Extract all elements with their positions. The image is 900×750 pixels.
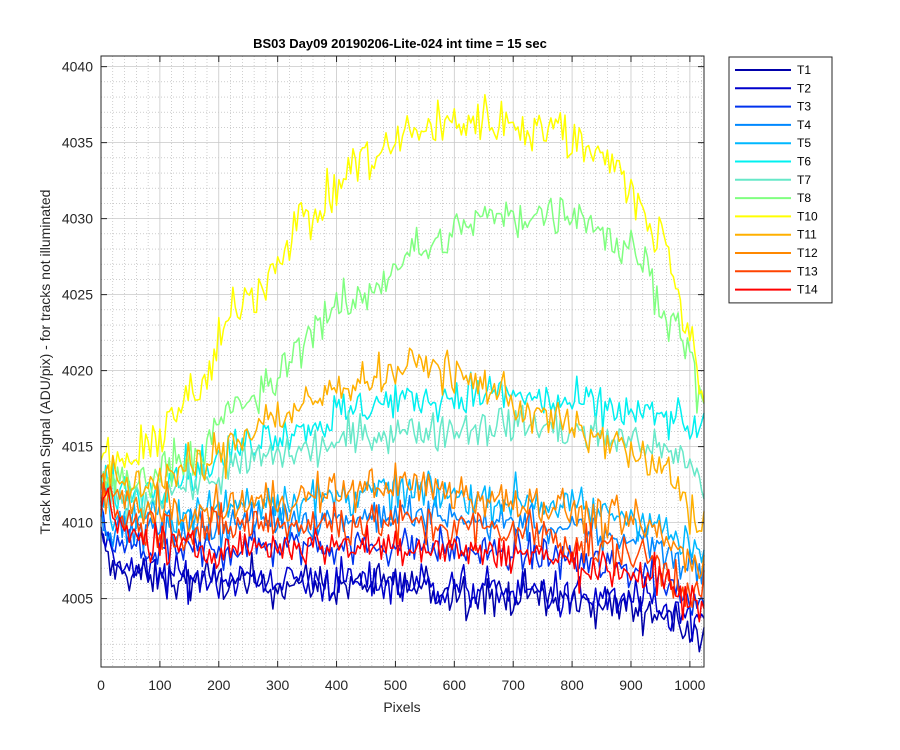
legend-label: T1 [797, 63, 811, 77]
x-tick-label: 0 [97, 677, 105, 693]
legend-label: T10 [797, 209, 818, 223]
legend-entry-t11: T11 [735, 228, 817, 242]
legend-entry-t8: T8 [735, 191, 811, 205]
legend-entry-t12: T12 [735, 246, 818, 260]
legend-label: T2 [797, 81, 811, 95]
x-tick-label: 300 [266, 677, 290, 693]
major-grid [100, 56, 704, 667]
x-tick-label: 100 [148, 677, 172, 693]
y-tick-label: 4030 [62, 211, 93, 227]
legend-entry-t6: T6 [735, 155, 811, 169]
legend-label: T3 [797, 100, 811, 114]
y-tick-label: 4015 [62, 439, 93, 455]
x-axis-label: Pixels [383, 699, 420, 715]
legend-label: T11 [797, 228, 817, 242]
series-lines [100, 93, 705, 653]
y-tick-label: 4005 [62, 591, 93, 607]
x-tick-label: 700 [502, 677, 526, 693]
y-tick-label: 4020 [62, 363, 93, 379]
legend-entry-t14: T14 [735, 283, 818, 297]
x-axis-ticks: 0 100 200 300 400 500 600 700 800 900 1000 [97, 56, 706, 693]
legend-entry-t3: T3 [735, 100, 811, 114]
legend-entry-t10: T10 [735, 209, 818, 223]
legend: T1 T2 T3 T4 T5 T6 T7 T8 T10 T11 T12 T13 T14 [728, 56, 833, 304]
x-tick-label: 400 [325, 677, 349, 693]
legend-entry-t1: T1 [735, 63, 811, 77]
legend-label: T12 [797, 246, 818, 260]
y-tick-label: 4025 [62, 287, 93, 303]
legend-label: T8 [797, 191, 811, 205]
legend-label: T5 [797, 136, 811, 150]
series-line-t13 [100, 481, 705, 609]
x-tick-label: 900 [619, 677, 643, 693]
series-line-t3 [100, 504, 705, 616]
legend-label: T7 [797, 173, 811, 187]
legend-entry-t5: T5 [735, 136, 811, 150]
x-tick-label: 500 [384, 677, 408, 693]
legend-label: T4 [797, 118, 811, 132]
series-line-t11 [100, 347, 705, 535]
legend-label: T6 [797, 155, 811, 169]
y-axis-ticks: 4005 4010 4015 4020 4025 4030 4035 4040 [62, 59, 704, 607]
series-line-t6 [100, 371, 705, 519]
legend-entry-t2: T2 [735, 81, 811, 95]
chart-title: BS03 Day09 20190206-Lite-024 int time = … [253, 36, 547, 51]
series-line-t2 [100, 526, 705, 643]
plot-frame [100, 55, 705, 668]
legend-entry-t13: T13 [735, 264, 818, 278]
x-tick-label: 600 [443, 677, 467, 693]
x-tick-label: 200 [207, 677, 231, 693]
legend-entry-t4: T4 [735, 118, 811, 132]
y-tick-label: 4035 [62, 135, 93, 151]
x-tick-label: 800 [560, 677, 584, 693]
y-axis-label: Track Mean Signal (ADU/pix) - for tracks… [37, 190, 53, 535]
y-tick-label: 4040 [62, 59, 93, 75]
legend-entry-t7: T7 [735, 173, 811, 187]
series-line-t8 [100, 197, 705, 499]
y-tick-label: 4010 [62, 515, 93, 531]
series-line-t12 [100, 462, 705, 580]
x-tick-label: 1000 [674, 677, 705, 693]
series-line-t10 [100, 93, 705, 478]
legend-label: T13 [797, 264, 818, 278]
legend-label: T14 [797, 283, 818, 297]
series-line-t14 [100, 487, 705, 623]
